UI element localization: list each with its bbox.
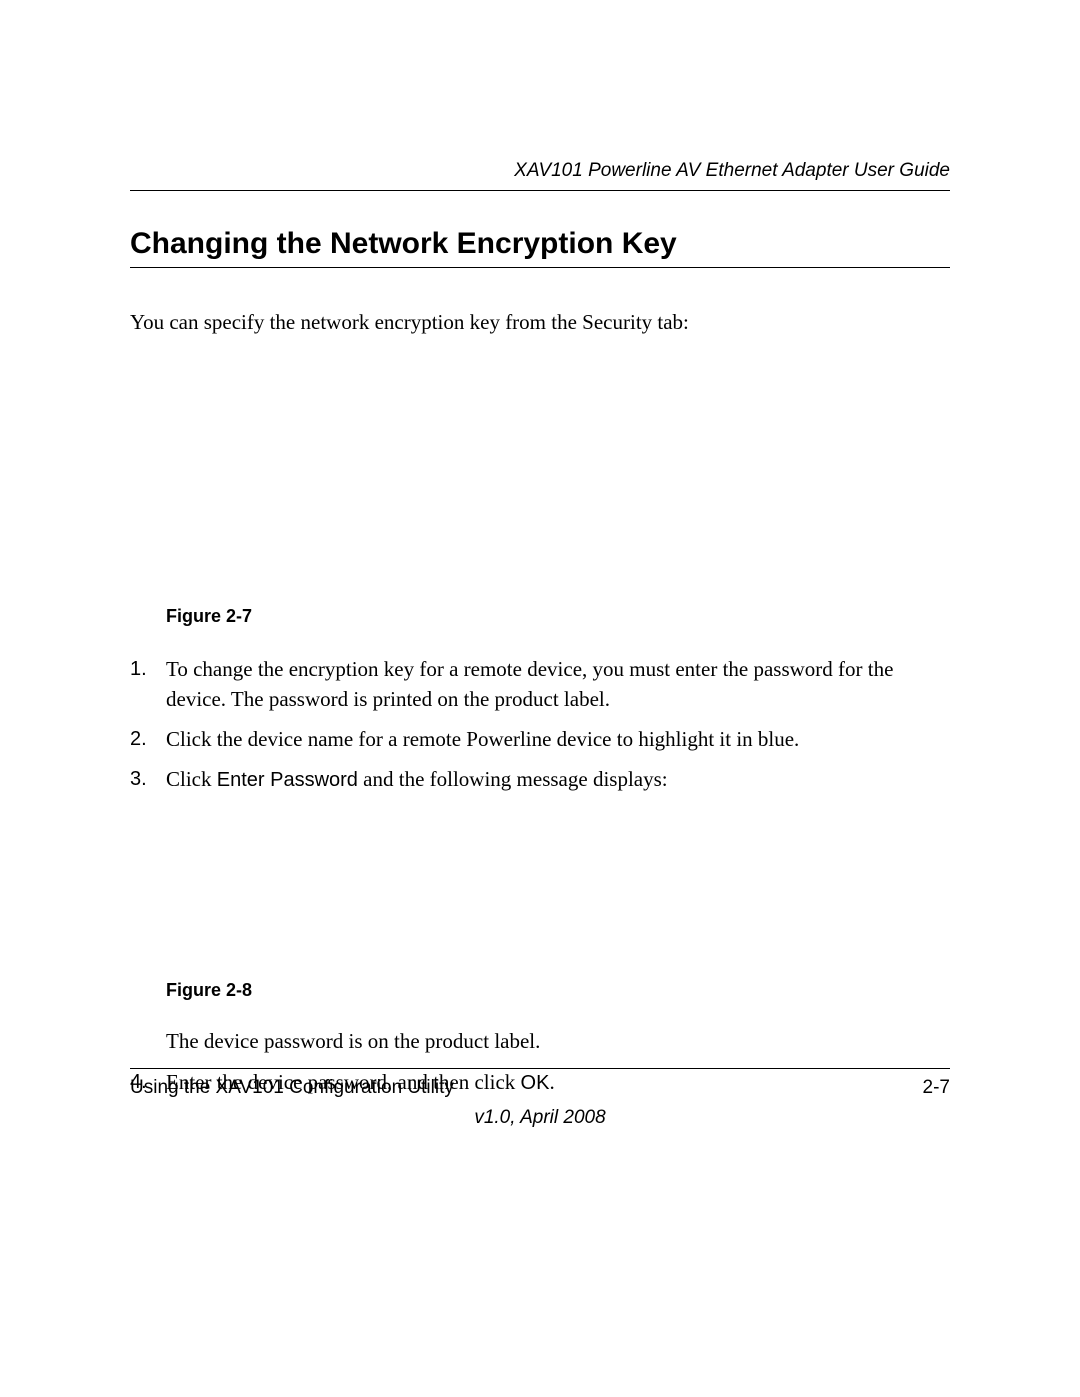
- step-3-pre: Click: [166, 767, 217, 791]
- step-2: 2. Click the device name for a remote Po…: [130, 725, 950, 755]
- post-figure-note: The device password is on the product la…: [166, 1027, 950, 1056]
- step-2-text: Click the device name for a remote Power…: [166, 725, 950, 755]
- step-3-text: Click Enter Password and the following m…: [166, 765, 950, 795]
- footer-rule: [130, 1068, 950, 1069]
- footer-line: Using the XAV101 Configuration Utility 2…: [130, 1077, 950, 1099]
- section-title: Changing the Network Encryption Key: [130, 227, 950, 268]
- intro-paragraph: You can specify the network encryption k…: [130, 308, 950, 336]
- step-1: 1. To change the encryption key for a re…: [130, 655, 950, 715]
- step-2-number: 2.: [130, 725, 166, 753]
- steps-list: 1. To change the encryption key for a re…: [130, 655, 950, 794]
- step-3-post: and the following message displays:: [358, 767, 668, 791]
- footer-version: v1.0, April 2008: [0, 1107, 1080, 1129]
- step-3-number: 3.: [130, 765, 166, 793]
- page-footer: Using the XAV101 Configuration Utility 2…: [130, 1068, 950, 1099]
- figure-2-8-caption: Figure 2-8: [166, 980, 950, 1001]
- footer-page-number: 2-7: [923, 1077, 950, 1099]
- enter-password-label: Enter Password: [217, 769, 358, 791]
- figure-2-7-caption: Figure 2-7: [166, 606, 950, 627]
- footer-left: Using the XAV101 Configuration Utility: [130, 1077, 454, 1099]
- step-1-text: To change the encryption key for a remot…: [166, 655, 950, 715]
- figure-2-7-placeholder: [130, 336, 950, 606]
- document-page: XAV101 Powerline AV Ethernet Adapter Use…: [0, 0, 1080, 1397]
- figure-2-8-placeholder: [130, 805, 950, 980]
- running-header: XAV101 Powerline AV Ethernet Adapter Use…: [130, 160, 950, 191]
- step-1-number: 1.: [130, 655, 166, 683]
- step-3: 3. Click Enter Password and the followin…: [130, 765, 950, 795]
